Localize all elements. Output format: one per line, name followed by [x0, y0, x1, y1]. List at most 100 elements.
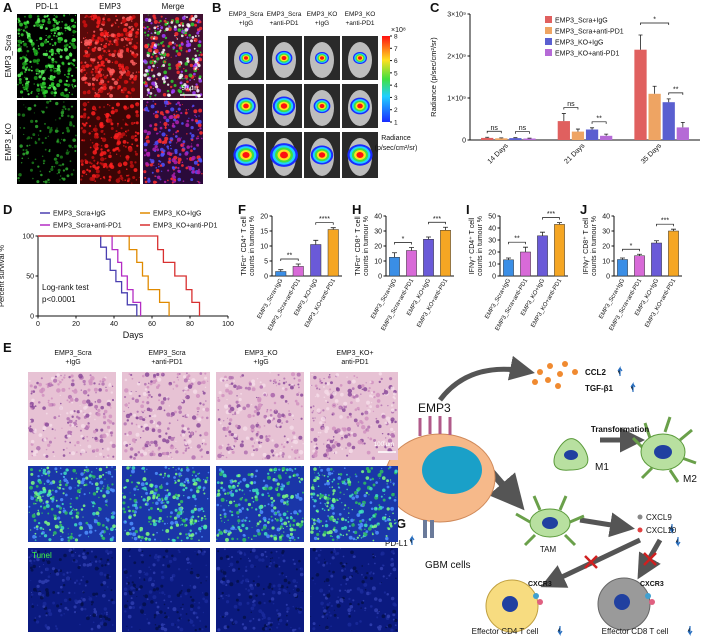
speck [85, 406, 88, 409]
bar [509, 138, 521, 140]
speck [155, 167, 157, 169]
nucleus [654, 445, 672, 459]
speck [190, 620, 194, 624]
speck [190, 447, 192, 449]
speck [68, 46, 70, 48]
speck [152, 416, 154, 418]
speck [20, 46, 21, 47]
speck [72, 25, 73, 26]
speck [107, 586, 109, 588]
speck [22, 153, 25, 156]
speck [50, 84, 54, 88]
speck [372, 533, 374, 535]
speck [242, 538, 246, 542]
speck [143, 26, 145, 28]
speck [276, 627, 278, 629]
speck [232, 568, 236, 572]
speck [190, 585, 192, 587]
speck [183, 31, 185, 33]
speck [154, 175, 156, 177]
speck [328, 376, 331, 379]
speck [184, 78, 185, 79]
speck [130, 586, 133, 589]
receptor [425, 520, 432, 538]
speck [163, 397, 167, 401]
speck [228, 505, 229, 506]
speck [36, 95, 38, 97]
speck [340, 584, 342, 586]
speck [131, 122, 134, 125]
speck [109, 551, 112, 554]
speck [174, 32, 178, 36]
speck [231, 382, 234, 385]
speck [157, 43, 159, 45]
speck [172, 125, 175, 128]
speck [156, 614, 158, 616]
speck [63, 472, 67, 476]
speck [158, 613, 159, 614]
m2-label: M2 [683, 474, 697, 485]
nucleus [502, 596, 518, 612]
speck [270, 558, 271, 559]
speck [325, 524, 329, 528]
speck [48, 474, 50, 476]
speck [265, 457, 267, 459]
speck [231, 538, 234, 541]
speck [59, 558, 62, 561]
speck [124, 604, 128, 608]
speck [258, 601, 261, 604]
speck [46, 567, 50, 571]
speck [206, 580, 207, 581]
speck [323, 531, 327, 535]
speck [153, 492, 156, 495]
speck [104, 564, 106, 566]
speck [111, 512, 113, 514]
speck [126, 403, 127, 404]
speck [29, 486, 33, 490]
speck [90, 16, 92, 18]
speck [143, 73, 146, 76]
speck [41, 19, 45, 23]
speck [283, 382, 286, 385]
speck [372, 457, 375, 460]
speck [293, 377, 295, 379]
speck [105, 158, 107, 160]
speck [31, 592, 32, 593]
significance-label: ns [519, 125, 527, 132]
speck [144, 471, 145, 472]
speck [29, 380, 31, 382]
speck [50, 50, 54, 54]
speck [335, 399, 339, 403]
speck [150, 163, 153, 166]
speck [91, 131, 92, 132]
speck [234, 412, 236, 414]
speck [317, 472, 319, 474]
speck [93, 492, 96, 495]
speck [25, 58, 29, 62]
speck [18, 113, 21, 116]
speck [364, 442, 366, 444]
column-label: +IgG [315, 20, 329, 27]
speck [142, 375, 145, 378]
speck [129, 30, 133, 34]
speck [163, 116, 166, 119]
speck [38, 433, 42, 437]
speck [249, 520, 251, 522]
speck [347, 380, 351, 384]
speck [268, 487, 272, 491]
legend-label: EMP3_KO+IgG [153, 211, 201, 218]
speck [195, 119, 198, 122]
speck [341, 448, 343, 450]
speck [385, 422, 388, 425]
speck [37, 85, 39, 87]
speck [120, 75, 122, 77]
speck [332, 556, 335, 559]
speck [87, 42, 91, 46]
speck [162, 49, 165, 52]
speck [81, 390, 82, 391]
speck [164, 523, 166, 525]
speck [52, 79, 54, 81]
speck [74, 592, 76, 594]
speck [220, 487, 223, 490]
